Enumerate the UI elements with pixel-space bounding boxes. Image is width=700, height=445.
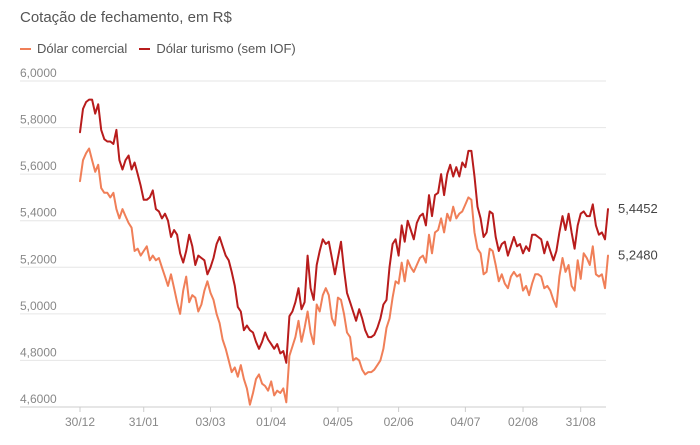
legend-label-turismo: Dólar turismo (sem IOF) [156, 41, 296, 56]
legend-label-comercial: Dólar comercial [37, 41, 128, 56]
x-tick-label: 31/08 [566, 415, 596, 429]
x-tick-label: 01/04 [256, 415, 286, 429]
end-label-comercial: 5,2480 [618, 248, 658, 263]
y-tick-label: 6,0000 [20, 66, 57, 80]
series-line-turismo [79, 98, 609, 364]
legend-swatch-turismo [139, 47, 151, 50]
x-tick-label: 30/12 [65, 415, 95, 429]
x-tick-label: 04/05 [323, 415, 353, 429]
y-tick-label: 4,8000 [20, 345, 57, 359]
x-tick-label: 03/03 [195, 415, 225, 429]
x-tick-label: 02/06 [384, 415, 414, 429]
y-tick-label: 5,0000 [20, 299, 57, 313]
end-label-turismo: 5,4452 [618, 201, 658, 216]
y-tick-label: 4,6000 [20, 392, 57, 406]
x-tick-label: 04/07 [450, 415, 480, 429]
series-line-comercial [79, 147, 609, 406]
legend-item-turismo[interactable]: Dólar turismo (sem IOF) [139, 41, 296, 56]
x-tick-label: 02/08 [508, 415, 538, 429]
legend-swatch-comercial [20, 47, 31, 50]
legend: Dólar comercial Dólar turismo (sem IOF) [20, 41, 300, 56]
x-tick-label: 31/01 [129, 415, 159, 429]
y-tick-label: 5,8000 [20, 113, 57, 127]
y-tick-label: 5,2000 [20, 252, 57, 266]
chart-title: Cotação de fechamento, em R$ [20, 9, 232, 26]
legend-item-comercial[interactable]: Dólar comercial [20, 41, 127, 56]
y-tick-label: 5,6000 [20, 159, 57, 173]
y-tick-label: 5,4000 [20, 206, 57, 220]
